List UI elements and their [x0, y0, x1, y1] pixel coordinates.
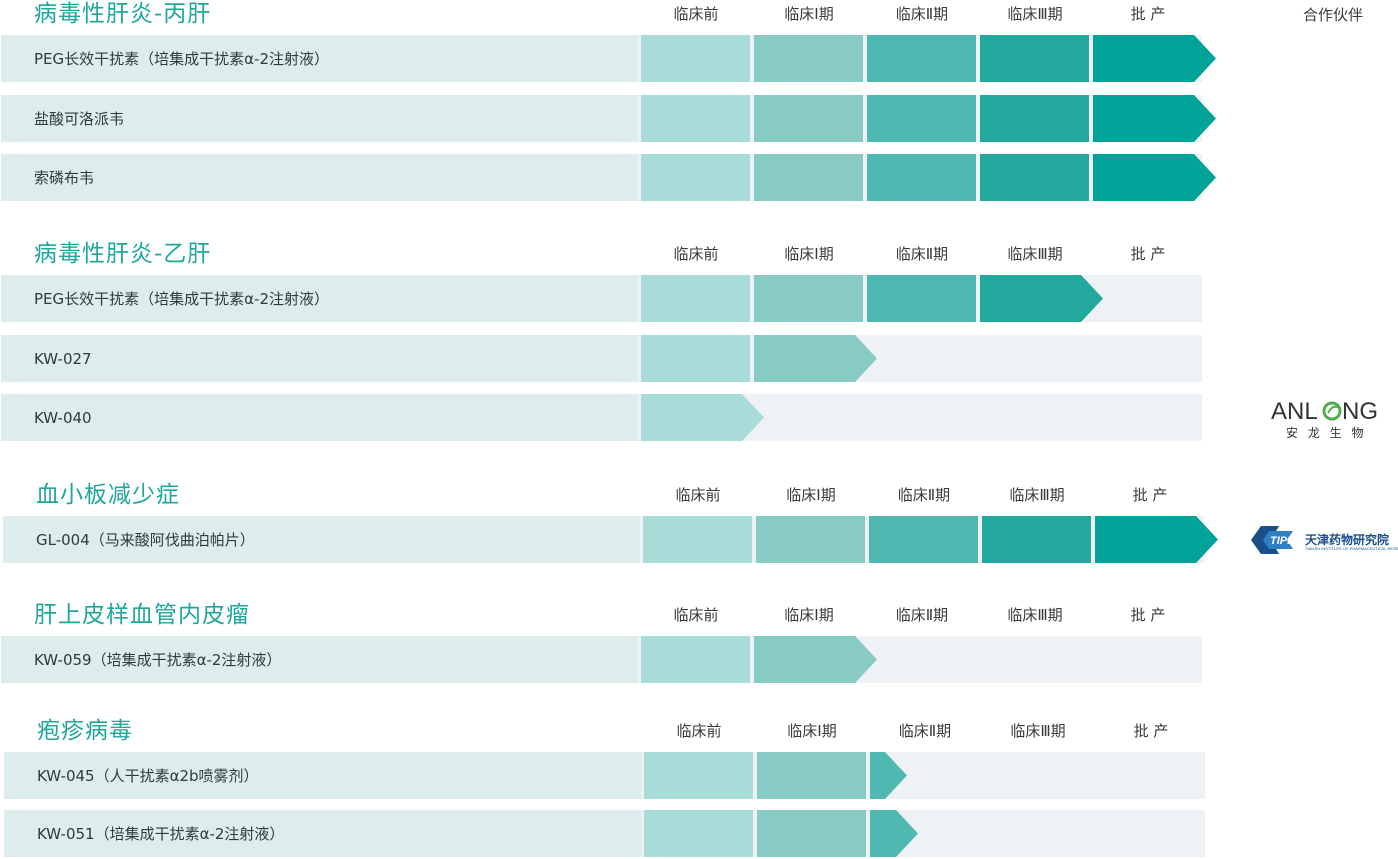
section-title: 疱疹病毒 [37, 717, 133, 745]
phase-header: 批 产 [1092, 605, 1204, 625]
stage-bar [641, 35, 750, 82]
section-title: 肝上皮样血管内皮瘤 [34, 601, 250, 629]
stage-bar [644, 810, 753, 857]
drug-name: KW-027 [1, 335, 638, 382]
stage-arrow-shape [754, 636, 877, 683]
stage-arrow [1093, 154, 1216, 201]
phase-header: 临床Ⅰ期 [753, 4, 865, 24]
svg-text:TIPR: TIPR [1270, 535, 1295, 547]
phase-header: 临床前 [643, 721, 755, 741]
section-title: 血小板减少症 [36, 481, 180, 509]
svg-text:ANL: ANL [1271, 398, 1318, 425]
stage-bar [641, 335, 750, 382]
stage-bar [641, 275, 750, 322]
stage-arrow-shape [754, 335, 877, 382]
stage-bar [641, 95, 750, 142]
phase-header: 临床Ⅱ期 [868, 485, 980, 505]
stage-bar [643, 516, 752, 563]
stage-arrow-shape [1093, 35, 1216, 82]
stage-arrow [1095, 516, 1218, 563]
svg-text:NG: NG [1342, 398, 1378, 425]
phase-header: 临床Ⅰ期 [753, 605, 865, 625]
svg-text:天津药物研究院: 天津药物研究院 [1305, 532, 1389, 547]
drug-name: PEG长效干扰素（培集成干扰素α-2注射液） [1, 35, 638, 82]
stage-bar [867, 35, 976, 82]
drug-name: KW-040 [1, 394, 638, 441]
stage-arrow-shape [1093, 154, 1216, 201]
drug-name: GL-004（马来酸阿伐曲泊帕片） [3, 516, 640, 563]
anlong-logo: ANL NG 安 龙 生 物 [1268, 395, 1392, 445]
phase-header: 临床Ⅲ期 [981, 485, 1093, 505]
stage-arrow [870, 810, 918, 857]
stage-bar [869, 516, 978, 563]
stage-arrow [754, 636, 877, 683]
drug-name: 索磷布韦 [1, 154, 638, 201]
stage-bar [867, 275, 976, 322]
stage-arrow-shape [870, 752, 907, 799]
drug-name: PEG长效干扰素（培集成干扰素α-2注射液） [1, 275, 638, 322]
anlong-logo-graphic: ANL NG 安 龙 生 物 [1268, 395, 1392, 445]
phase-header: 临床Ⅱ期 [866, 244, 978, 264]
stage-bar [757, 752, 866, 799]
phase-header: 临床前 [640, 244, 752, 264]
stage-arrow-shape [870, 810, 918, 857]
stage-bar [980, 95, 1089, 142]
phase-header: 临床前 [640, 4, 752, 24]
section-title: 病毒性肝炎-乙肝 [34, 240, 211, 268]
phase-header: 批 产 [1095, 721, 1207, 741]
phase-header: 临床Ⅱ期 [866, 4, 978, 24]
stage-arrow [1093, 95, 1216, 142]
stage-bar [980, 154, 1089, 201]
phase-header: 批 产 [1092, 244, 1204, 264]
stage-bar [754, 275, 863, 322]
stage-arrow-shape [1093, 95, 1216, 142]
tipr-logo: TIPR 天津药物研究院 TIANJIN INSTITUTE OF PHARMA… [1249, 522, 1398, 558]
stage-arrow-shape [641, 394, 764, 441]
phase-header: 临床Ⅰ期 [756, 721, 868, 741]
stage-arrow [754, 335, 877, 382]
partner-header: 合作伙伴 [1268, 4, 1398, 25]
drug-name: KW-051（培集成干扰素α-2注射液） [4, 810, 641, 857]
phase-header: 临床前 [640, 605, 752, 625]
phase-header: 临床Ⅲ期 [979, 4, 1091, 24]
phase-header: 临床前 [642, 485, 754, 505]
phase-header: 临床Ⅲ期 [982, 721, 1094, 741]
stage-bar [756, 516, 865, 563]
stage-bar [754, 95, 863, 142]
stage-bar [644, 752, 753, 799]
stage-bar [982, 516, 1091, 563]
stage-bar [757, 810, 866, 857]
phase-header: 临床Ⅰ期 [755, 485, 867, 505]
drug-name: KW-059（培集成干扰素α-2注射液） [1, 636, 638, 683]
stage-bar [867, 95, 976, 142]
phase-header: 临床Ⅲ期 [979, 605, 1091, 625]
phase-header: 临床Ⅱ期 [869, 721, 981, 741]
drug-name: 盐酸可洛派韦 [1, 95, 638, 142]
svg-text:TIANJIN INSTITUTE OF PHARMACEU: TIANJIN INSTITUTE OF PHARMACEUTICAL RESE… [1305, 546, 1398, 551]
phase-header: 批 产 [1092, 4, 1204, 24]
phase-header: 临床Ⅱ期 [866, 605, 978, 625]
svg-text:安 龙 生 物: 安 龙 生 物 [1286, 425, 1366, 440]
stage-bar [754, 154, 863, 201]
tipr-logo-graphic: TIPR 天津药物研究院 TIANJIN INSTITUTE OF PHARMA… [1249, 522, 1398, 558]
stage-arrow-shape [980, 275, 1103, 322]
stage-arrow-shape [1095, 516, 1218, 563]
stage-bar [867, 154, 976, 201]
stage-bar [641, 154, 750, 201]
stage-bar [754, 35, 863, 82]
drug-name: KW-045（人干扰素α2b喷雾剂） [4, 752, 641, 799]
section-title: 病毒性肝炎-丙肝 [34, 0, 211, 28]
stage-arrow [870, 752, 907, 799]
stage-arrow [641, 394, 764, 441]
phase-header: 批 产 [1094, 485, 1206, 505]
stage-bar [641, 636, 750, 683]
stage-arrow [1093, 35, 1216, 82]
phase-header: 临床Ⅰ期 [753, 244, 865, 264]
phase-header: 临床Ⅲ期 [979, 244, 1091, 264]
stage-arrow [980, 275, 1103, 322]
stage-bar [980, 35, 1089, 82]
